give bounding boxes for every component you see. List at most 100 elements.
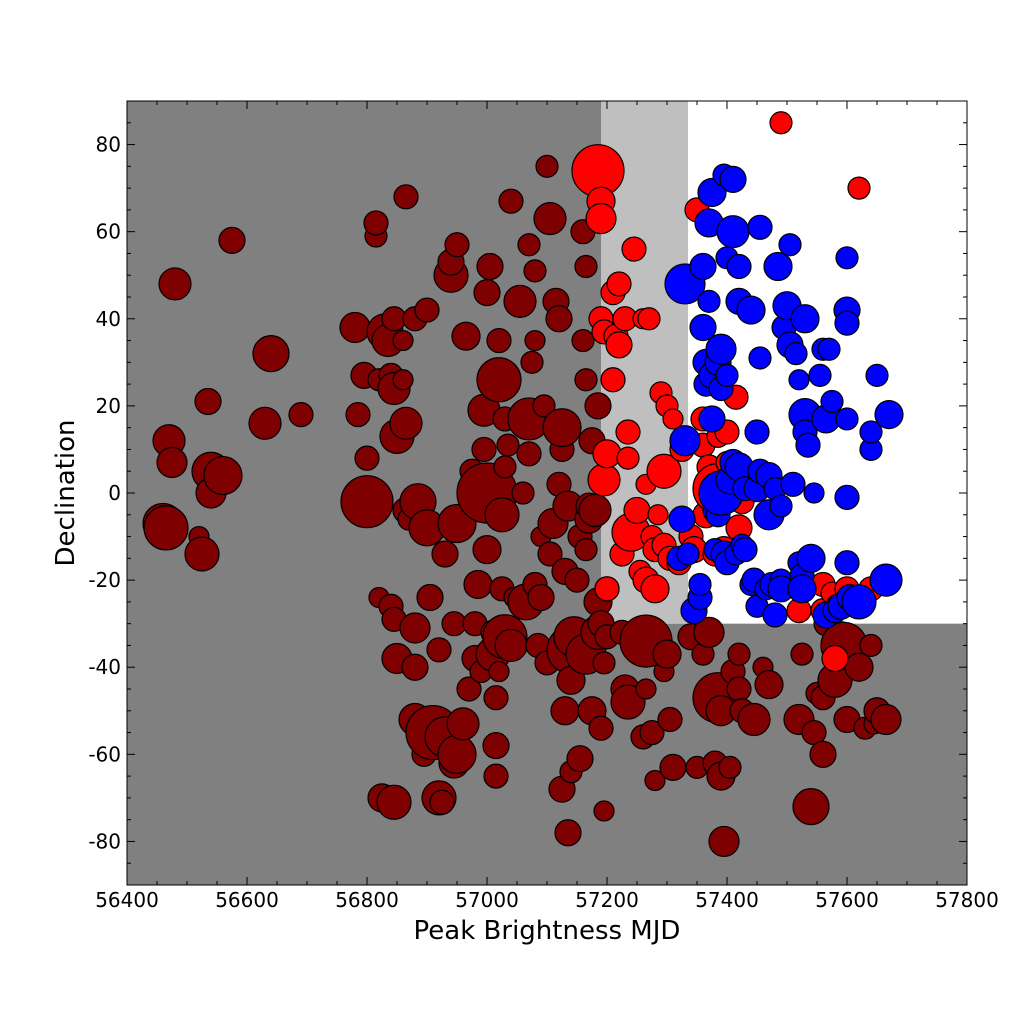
point-s1-164 [657,706,683,733]
x-tick-label: 57600 [815,888,879,912]
point-s1-64 [446,707,480,741]
point-s3-85 [834,310,860,336]
point-s1-146 [588,715,614,741]
point-s1-160 [639,719,665,746]
point-s2-6 [587,463,621,497]
point-s1-89 [493,455,517,479]
point-s3-73 [795,432,821,458]
point-s1-189 [809,740,837,768]
point-s1-174 [708,825,740,858]
point-s3-55 [762,602,788,628]
point-s1-61 [444,232,470,258]
point-s1-38 [393,184,419,210]
point-s3-16 [698,405,726,433]
point-s1-8 [194,387,222,416]
point-s3-72 [790,304,820,334]
y-axis-title: Declination [51,420,81,567]
plot-area [127,101,967,885]
point-s1-36 [392,329,414,352]
point-s3-13 [697,289,721,313]
y-tick-label: 80 [96,133,121,157]
x-tick-label: 57800 [935,888,999,912]
point-s3-2 [669,425,701,457]
point-s2-54 [769,111,793,135]
point-s1-7 [184,536,220,572]
point-s3-86 [835,407,859,431]
point-s1-144 [584,392,612,420]
point-s2-29 [647,504,669,526]
point-s3-65 [784,342,808,366]
point-s1-66 [456,676,482,702]
point-s3-91 [841,584,877,620]
point-s3-75 [803,482,825,504]
point-s3-47 [748,346,772,370]
point-s1-50 [416,583,444,612]
point-s1-85 [476,357,522,403]
point-s3-64 [780,471,806,497]
point-s1-131 [571,328,595,353]
point-s1-15 [288,402,314,428]
point-s1-48 [414,297,440,323]
point-s1-111 [537,541,563,567]
point-s2-28 [640,574,670,604]
point-s1-103 [524,329,546,352]
point-s1-14 [252,335,290,373]
point-s3-49 [747,214,773,240]
point-s1-107 [527,583,555,612]
point-s3-89 [835,246,859,270]
point-s3-95 [869,563,903,597]
point-s1-109 [535,154,559,178]
point-s3-8 [688,572,712,597]
point-s1-159 [635,678,657,700]
point-s2-13 [606,271,632,297]
point-s1-135 [574,368,598,392]
point-s2-8 [594,576,620,602]
x-tick-label: 57000 [455,888,519,912]
point-s1-59 [441,611,467,637]
point-s2-19 [621,236,647,262]
point-s3-23 [705,333,737,365]
point-s1-197 [859,633,883,658]
point-s2-31 [646,453,682,489]
point-s1-52 [426,637,452,663]
point-s1-81 [482,732,510,760]
point-s1-5 [158,267,192,301]
point-s2-9 [600,367,626,393]
point-s1-184 [790,642,814,666]
point-s1-83 [486,327,512,354]
point-s1-121 [550,696,580,726]
point-s3-88 [834,550,860,576]
point-s3-39 [732,537,758,563]
point-s3-31 [719,165,747,193]
point-s1-178 [726,676,752,702]
point-s3-58 [769,494,793,518]
point-s1-17 [345,402,371,428]
point-s1-182 [754,670,784,700]
point-s1-165 [659,753,687,782]
point-s2-3 [585,203,617,235]
point-s1-98 [517,233,541,257]
point-s1-119 [542,408,582,448]
x-tick-label: 56800 [335,888,399,912]
point-s1-177 [727,642,751,666]
point-s1-95 [503,284,537,318]
y-tick-label: -20 [88,568,121,592]
point-s1-30 [376,784,412,820]
point-s1-20 [340,475,394,529]
point-s1-12 [218,226,246,254]
point-s3-10 [689,313,717,342]
point-s1-136 [574,254,598,279]
point-s3-32 [716,215,750,249]
point-s3-74 [796,543,826,573]
point-s1-84 [488,660,510,683]
point-s1-112 [533,202,567,236]
data-points [142,111,904,858]
point-s2-59 [821,644,849,673]
point-s1-70 [463,569,493,600]
y-tick-label: -60 [88,742,121,766]
point-s3-94 [865,363,889,387]
point-s1-77 [476,252,504,281]
point-s1-87 [484,497,520,533]
point-s1-169 [693,616,725,648]
point-s1-130 [566,745,594,773]
